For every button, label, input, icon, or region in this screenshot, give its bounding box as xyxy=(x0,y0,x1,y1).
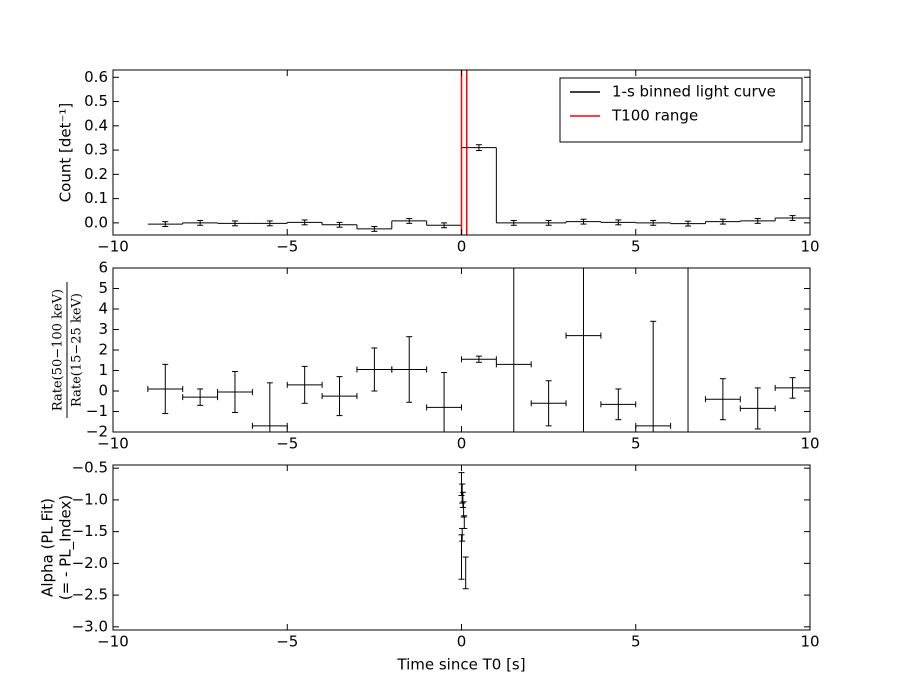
plot-area xyxy=(147,268,810,432)
y-tick-label: −1 xyxy=(86,402,108,420)
y-tick-label: 0.0 xyxy=(84,213,108,231)
x-tick-label: −10 xyxy=(97,238,129,256)
y-tick-label: 6 xyxy=(98,259,108,277)
x-tick-label: 10 xyxy=(800,435,819,453)
plot-frame xyxy=(112,69,811,236)
y-tick-label: 4 xyxy=(98,300,108,318)
x-tick-label: 10 xyxy=(800,238,819,256)
y-label: Rate(15−25 keV) xyxy=(70,293,85,407)
y-tick-label: −1.5 xyxy=(72,522,108,540)
y-tick-label: 1 xyxy=(98,361,108,379)
legend-label: 1-s binned light curve xyxy=(612,83,776,101)
x-tick-label: −10 xyxy=(97,633,129,651)
x-tick-label: 0 xyxy=(457,435,467,453)
x-tick-label: 0 xyxy=(457,633,467,651)
x-tick-label: 5 xyxy=(631,633,641,651)
x-tick-label: −5 xyxy=(276,435,298,453)
y-label: Rate(50−100 keV) xyxy=(51,289,66,411)
y-tick-label: −0.5 xyxy=(72,459,108,477)
y-label: Count [det⁻¹] xyxy=(57,103,75,203)
y-tick-label: 0.5 xyxy=(84,92,108,110)
legend-box xyxy=(559,77,803,143)
y-tick-label: 0.2 xyxy=(84,165,108,183)
plot-area xyxy=(147,70,810,235)
y-tick-label: −2.0 xyxy=(72,554,108,572)
y-tick-label: 0 xyxy=(98,382,108,400)
y-label: (= - PL_Index) xyxy=(57,495,76,600)
y-label: Alpha (PL Fit) xyxy=(39,498,57,597)
x-tick-label: 10 xyxy=(800,633,819,651)
plot-frame xyxy=(112,267,811,433)
x-tick-label: 0 xyxy=(457,238,467,256)
y-tick-label: 3 xyxy=(98,320,108,338)
plot-frame xyxy=(112,464,811,631)
y-tick-label: 0.3 xyxy=(84,141,108,159)
y-tick-label: −1.0 xyxy=(72,490,108,508)
y-tick-label: −2.5 xyxy=(72,586,108,604)
y-tick-label: −2 xyxy=(86,423,108,441)
legend-label: T100 range xyxy=(611,107,698,125)
x-tick-label: −10 xyxy=(97,435,129,453)
x-tick-label: −5 xyxy=(276,633,298,651)
x-tick-label: 5 xyxy=(631,435,641,453)
y-tick-label: 0.1 xyxy=(84,189,108,207)
y-tick-label: 0.6 xyxy=(84,68,108,86)
y-tick-label: −3.0 xyxy=(72,617,108,635)
x-tick-label: −5 xyxy=(276,238,298,256)
plot-area xyxy=(458,472,469,590)
y-tick-label: 0.4 xyxy=(84,116,108,134)
x-tick-label: 5 xyxy=(631,238,641,256)
y-tick-label: 5 xyxy=(98,279,108,297)
x-label: Time since T0 [s] xyxy=(396,656,525,674)
y-tick-label: 2 xyxy=(98,341,108,359)
